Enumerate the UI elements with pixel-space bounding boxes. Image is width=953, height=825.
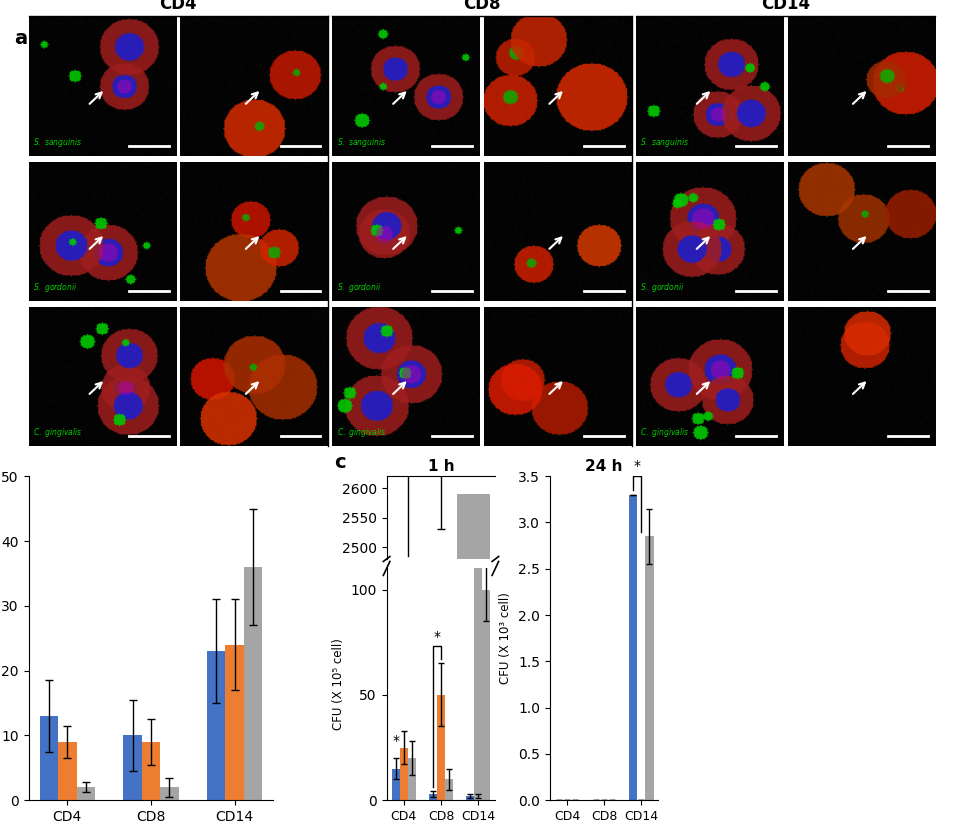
- Text: $\it{C.\ gingivalis}$: $\it{C.\ gingivalis}$: [33, 426, 83, 439]
- Text: $\it{S.\ sanguinis}$: $\it{S.\ sanguinis}$: [33, 136, 82, 149]
- Text: CD14: CD14: [760, 0, 809, 13]
- Text: *: *: [633, 460, 640, 474]
- Bar: [160, 787, 178, 800]
- Text: a: a: [14, 29, 28, 48]
- Text: *: *: [392, 733, 398, 747]
- Text: $\it{C.\ gingivalis}$: $\it{C.\ gingivalis}$: [336, 426, 386, 439]
- Text: CD8: CD8: [462, 0, 500, 13]
- Text: CD4: CD4: [159, 0, 197, 13]
- Y-axis label: CFU (X 10³ cell): CFU (X 10³ cell): [499, 592, 512, 684]
- Text: $\it{S.\ gordonii}$: $\it{S.\ gordonii}$: [33, 281, 77, 294]
- Text: $\it{S.\ gordonii}$: $\it{S.\ gordonii}$: [639, 281, 684, 294]
- Text: c: c: [334, 453, 345, 472]
- Bar: [40, 716, 58, 800]
- Bar: [428, 794, 436, 800]
- Text: *: *: [420, 436, 428, 450]
- Bar: [474, 796, 481, 800]
- Bar: [391, 769, 399, 800]
- Bar: [644, 536, 653, 800]
- Bar: [436, 695, 445, 800]
- Bar: [225, 644, 244, 800]
- Bar: [481, 590, 490, 800]
- Bar: [76, 787, 95, 800]
- Text: $\it{C.\ gingivalis}$: $\it{C.\ gingivalis}$: [639, 426, 689, 439]
- Bar: [142, 742, 160, 800]
- Bar: [123, 735, 142, 800]
- Bar: [465, 796, 474, 800]
- Title: 24 h: 24 h: [585, 459, 622, 474]
- Bar: [399, 747, 408, 800]
- Bar: [457, 494, 490, 825]
- Bar: [58, 742, 76, 800]
- Bar: [244, 567, 262, 800]
- Title: 1 h: 1 h: [427, 459, 454, 474]
- Y-axis label: CFU (X 10⁵ cell): CFU (X 10⁵ cell): [332, 639, 345, 730]
- Bar: [628, 495, 637, 800]
- Bar: [207, 651, 225, 800]
- Bar: [445, 779, 453, 800]
- Bar: [408, 758, 416, 800]
- Bar: [474, 568, 481, 800]
- Text: $\it{S.\ gordonii}$: $\it{S.\ gordonii}$: [336, 281, 380, 294]
- Text: $\it{S.\ sanguinis}$: $\it{S.\ sanguinis}$: [336, 136, 385, 149]
- Text: *: *: [433, 630, 440, 644]
- Text: $\it{S.\ sanguinis}$: $\it{S.\ sanguinis}$: [639, 136, 689, 149]
